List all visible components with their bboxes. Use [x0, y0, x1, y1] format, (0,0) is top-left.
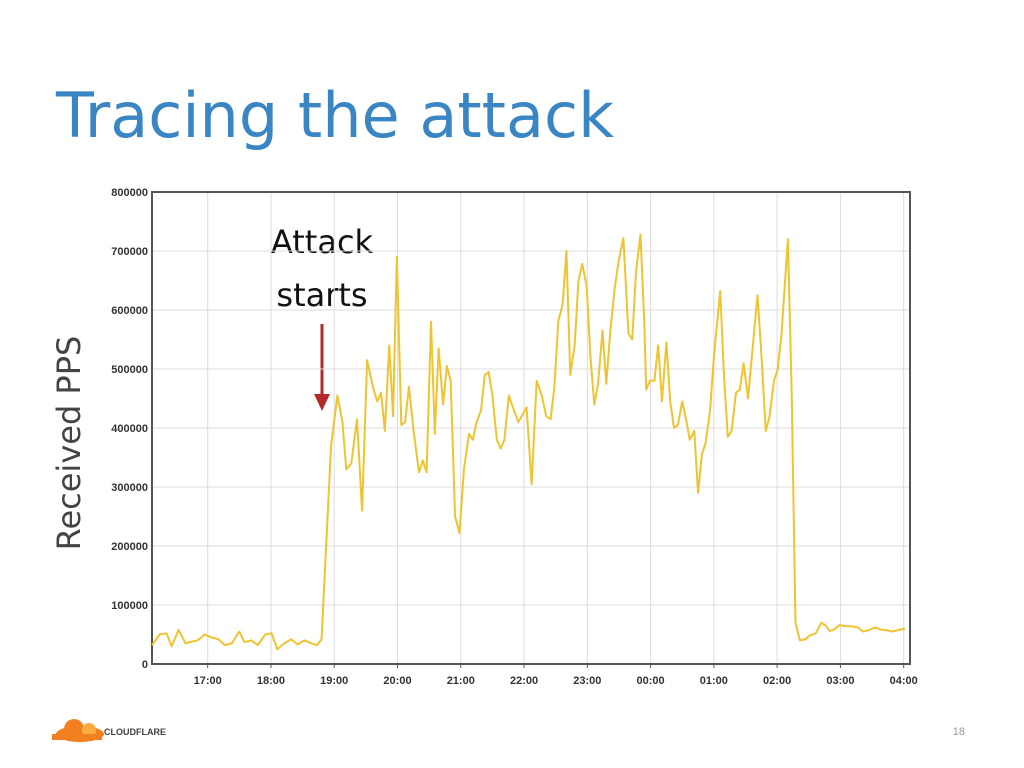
logo: CLOUDFLARE — [52, 719, 166, 742]
x-tick-label: 22:00 — [510, 675, 538, 687]
x-tick-label: 21:00 — [447, 675, 475, 687]
x-tick-label: 18:00 — [257, 675, 285, 687]
data-line — [151, 233, 906, 651]
slide-title: Tracing the attack — [55, 79, 614, 152]
x-tick-label: 17:00 — [194, 675, 222, 687]
x-tick-label: 23:00 — [573, 675, 601, 687]
logo-text: CLOUDFLARE — [104, 727, 166, 737]
y-tick-label: 400000 — [111, 423, 148, 435]
chart: 0 100000 200000 300000 400000 500000 600000 700… — [111, 187, 917, 687]
x-tick-label: 19:00 — [320, 675, 348, 687]
annotation: starts — [276, 276, 367, 314]
y-tick-label: 800000 — [111, 187, 148, 199]
plot-frame — [151, 191, 911, 665]
y-tick-label: 300000 — [111, 482, 148, 494]
y-tick-label: 100000 — [111, 600, 148, 612]
x-tick-label: 20:00 — [383, 675, 411, 687]
x-tick-label: 03:00 — [826, 675, 854, 687]
annotation: Attack — [271, 223, 374, 261]
logo-cloud — [52, 734, 102, 740]
y-tick-label: 0 — [142, 659, 148, 671]
x-tick-label: 04:00 — [890, 675, 918, 687]
page-number: 18 — [953, 726, 965, 738]
y-tick-label: 600000 — [111, 305, 148, 317]
x-tick-label: 00:00 — [637, 675, 665, 687]
y-tick-label: 700000 — [111, 246, 148, 258]
y-tick-label: 200000 — [111, 541, 148, 553]
logo-cloud — [82, 723, 96, 737]
x-tick-label: 01:00 — [700, 675, 728, 687]
y-tick-label: 500000 — [111, 364, 148, 376]
annotation-arrowhead — [314, 394, 330, 411]
x-tick-label: 02:00 — [763, 675, 791, 687]
y-axis-label: Received PPS — [50, 336, 88, 551]
